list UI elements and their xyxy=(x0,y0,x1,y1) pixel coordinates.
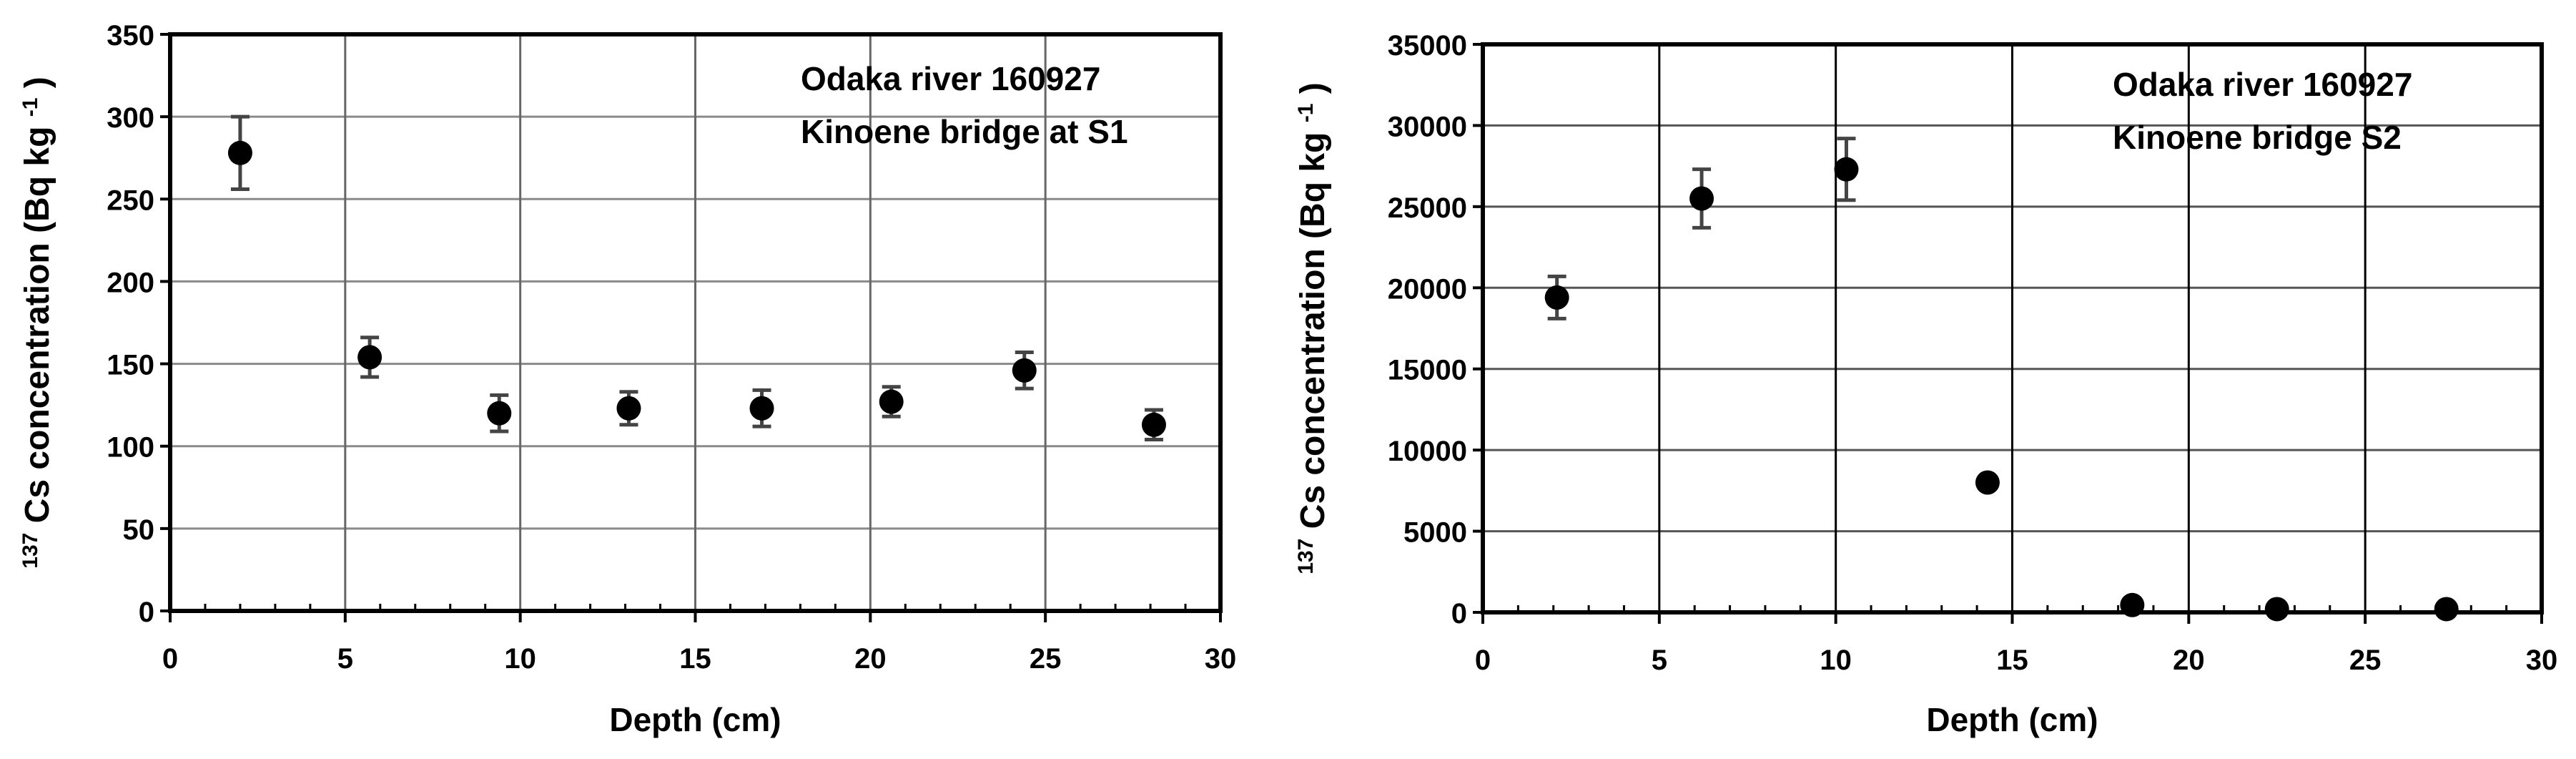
x-tick-label: 30 xyxy=(2526,645,2558,676)
y-tick-label: 30000 xyxy=(1388,111,1467,142)
y-tick-label: 0 xyxy=(1451,598,1467,630)
annotation-line-2: Kinoene bridge at S1 xyxy=(801,113,1128,150)
y-tick-label: 100 xyxy=(107,432,154,464)
x-tick-label: 15 xyxy=(679,643,711,675)
data-point xyxy=(1834,157,1859,182)
y-axis-label-isotope: 137 xyxy=(1294,539,1318,574)
y-axis-label-unit-exponent: -1 xyxy=(1294,104,1318,123)
data-point xyxy=(616,396,641,421)
x-tick-label: 10 xyxy=(504,643,536,675)
x-tick-label: 20 xyxy=(2173,645,2205,676)
y-axis-label: 137 Cs concentration (Bq kg -1 ) xyxy=(1294,82,1333,574)
y-tick-label: 0 xyxy=(139,597,154,628)
x-tick-label: 20 xyxy=(854,643,887,675)
y-axis-label-close: ) xyxy=(1294,82,1332,94)
y-axis-label-unit-exponent: -1 xyxy=(19,98,42,117)
x-tick-label: 5 xyxy=(337,643,353,675)
x-tick-label: 10 xyxy=(1820,645,1852,676)
x-tick-label: 5 xyxy=(1652,645,1667,676)
data-point xyxy=(2434,597,2459,622)
data-point xyxy=(749,396,774,421)
y-axis-label: 137 Cs concentration (Bq kg -1 ) xyxy=(19,77,57,568)
data-point xyxy=(879,389,904,414)
chart-panel-s1: Odaka river 160927 Kinoene bridge at S1 … xyxy=(19,20,1237,738)
y-tick-label: 25000 xyxy=(1388,192,1467,224)
y-tick-label: 35000 xyxy=(1388,30,1467,62)
y-axis-label-main: Cs concentration (Bq kg xyxy=(1294,132,1332,529)
y-tick-label: 15000 xyxy=(1388,355,1467,386)
annotation-line-1: Odaka river 160927 xyxy=(2113,66,2412,103)
x-axis-label: Depth (cm) xyxy=(609,701,781,738)
y-tick-label: 200 xyxy=(107,267,154,298)
y-tick-label: 150 xyxy=(107,350,154,381)
data-point xyxy=(487,401,512,426)
y-axis-label-isotope: 137 xyxy=(19,533,42,569)
y-tick-label: 10000 xyxy=(1388,436,1467,467)
y-tick-label: 50 xyxy=(123,514,155,546)
data-point xyxy=(1975,470,2000,495)
data-point xyxy=(357,345,383,370)
y-tick-label: 20000 xyxy=(1388,273,1467,305)
data-point xyxy=(1012,358,1037,383)
y-tick-label: 250 xyxy=(107,185,154,216)
y-tick-label: 5000 xyxy=(1403,517,1467,549)
x-tick-label: 25 xyxy=(2349,645,2382,676)
annotation-line-2: Kinoene bridge S2 xyxy=(2113,119,2402,156)
x-tick-label: 0 xyxy=(1475,645,1491,676)
data-point xyxy=(2264,597,2289,622)
x-tick-label: 0 xyxy=(162,643,178,675)
x-tick-label: 25 xyxy=(1030,643,1062,675)
data-point xyxy=(1544,285,1569,310)
data-point xyxy=(1141,412,1166,437)
y-tick-label: 350 xyxy=(107,20,154,52)
x-axis-label: Depth (cm) xyxy=(1926,701,2098,738)
x-tick-label: 30 xyxy=(1205,643,1237,675)
y-axis-label-main: Cs concentration (Bq kg xyxy=(19,127,56,524)
data-point xyxy=(1689,186,1714,211)
gridlines xyxy=(1483,44,2542,612)
annotation-line-1: Odaka river 160927 xyxy=(801,60,1100,97)
data-point xyxy=(227,140,252,165)
data-point xyxy=(2120,592,2145,617)
y-axis-label-close: ) xyxy=(19,77,56,88)
gridlines xyxy=(170,34,1220,611)
y-tick-label: 300 xyxy=(107,102,154,134)
x-tick-label: 15 xyxy=(1996,645,2028,676)
chart-panel-s2: Odaka river 160927 Kinoene bridge S2 Dep… xyxy=(1294,30,2558,738)
